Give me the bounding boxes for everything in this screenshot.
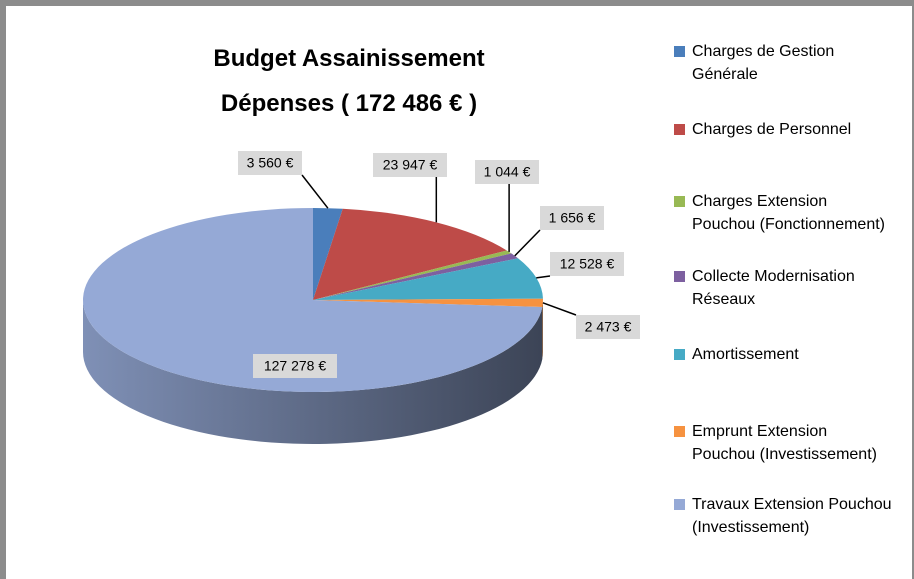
leader-line <box>514 229 541 257</box>
legend-label: Amortissement <box>692 346 799 363</box>
legend-swatch <box>674 499 685 510</box>
legend-label: Charges Extension Pouchou (Fonctionnemen… <box>692 193 885 233</box>
leader-line <box>536 275 551 279</box>
leader-line <box>301 174 329 209</box>
label-box <box>475 160 539 184</box>
legend-swatch <box>674 271 685 282</box>
legend-label: Collecte Modernisation Réseaux <box>692 268 855 308</box>
slice <box>313 253 519 300</box>
legend-item: Charges de Personnel <box>674 118 894 141</box>
chart-title: Budget Assainissement Dépenses ( 172 486… <box>213 45 485 117</box>
legend-swatch <box>674 349 685 360</box>
slice <box>313 258 543 300</box>
data-label: 2 473 € <box>585 319 632 335</box>
plot: 3 560 € 23 947 € 1 044 € 1 656 € 12 528 € 2 4… <box>83 151 640 444</box>
legend-label: Emprunt Extension Pouchou (Investissemen… <box>692 423 877 463</box>
label-box <box>238 151 302 175</box>
legend-item: Amortissement <box>674 343 894 366</box>
legend-item: Charges Extension Pouchou (Fonctionnemen… <box>674 190 894 236</box>
label-box <box>253 354 337 378</box>
legend-item: Emprunt Extension Pouchou (Investissemen… <box>674 420 894 466</box>
leader-line <box>542 302 577 316</box>
slice <box>313 298 544 307</box>
label-box <box>540 206 604 230</box>
slice-side <box>542 300 543 359</box>
legend-swatch <box>674 196 685 207</box>
legend-label: Travaux Extension Pouchou (Investissemen… <box>692 496 892 536</box>
label-box <box>373 153 447 177</box>
data-label: 3 560 € <box>247 155 294 171</box>
slice-side <box>83 300 543 444</box>
legend-label: Charges de Personnel <box>692 121 852 138</box>
data-label: 1 656 € <box>549 210 596 226</box>
slice <box>83 208 543 392</box>
data-label: 23 947 € <box>383 157 438 173</box>
slice <box>313 208 343 300</box>
legend-item: Charges de Gestion Générale <box>674 40 894 86</box>
data-label: 12 528 € <box>560 256 615 272</box>
legend-item: Collecte Modernisation Réseaux <box>674 265 894 311</box>
legend-swatch <box>674 46 685 57</box>
data-label: 1 044 € <box>484 164 531 180</box>
legend-label: Charges de Gestion Générale <box>692 43 835 83</box>
data-label: 127 278 € <box>264 358 326 374</box>
legend-swatch <box>674 124 685 135</box>
slice <box>313 208 507 300</box>
label-box <box>576 315 640 339</box>
label-box <box>550 252 624 276</box>
legend-swatch <box>674 426 685 437</box>
slice <box>313 250 512 300</box>
legend-item: Travaux Extension Pouchou (Investissemen… <box>674 493 894 539</box>
